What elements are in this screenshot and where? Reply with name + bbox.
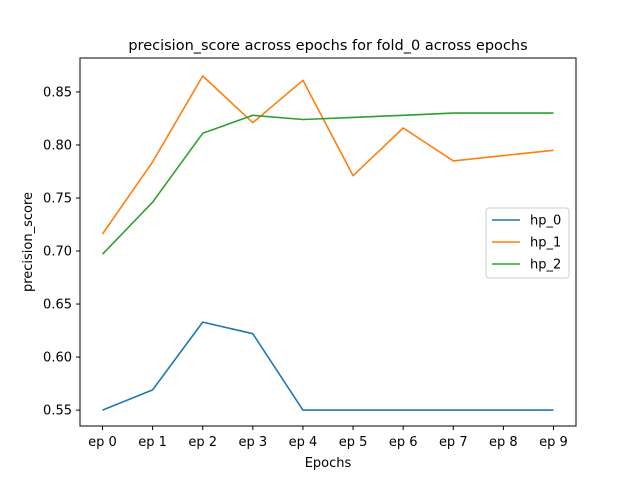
y-tick-label: 0.85	[43, 85, 72, 100]
y-tick-label: 0.65	[43, 298, 72, 313]
x-axis-ticks: ep 0 ep 1 ep 2 ep 3 ep 4 ep 5 ep 6 ep 7 ep 8 ep 9	[88, 426, 568, 450]
series-layer	[101, 75, 554, 411]
legend: hp_0 hp_1 hp_2	[485, 207, 570, 279]
legend-label-hp-0: hp_0	[530, 214, 561, 229]
x-tick-label: ep 9	[539, 435, 568, 450]
x-tick-label: ep 7	[439, 435, 468, 450]
y-axis-ticks: 0.55 0.60 0.65 0.70 0.75 0.80 0.85	[43, 85, 80, 419]
legend-label-hp-1: hp_1	[530, 236, 561, 251]
y-tick-label: 0.70	[43, 245, 72, 260]
x-tick-label: ep 5	[339, 435, 368, 450]
series-line-hp-0	[102, 321, 554, 411]
y-tick-label: 0.80	[43, 138, 72, 153]
legend-box	[485, 207, 570, 279]
y-tick-label: 0.60	[43, 351, 72, 366]
y-tick-label: 0.75	[43, 191, 72, 206]
y-tick-label: 0.55	[43, 404, 72, 419]
x-tick-label: ep 2	[188, 435, 217, 450]
x-tick-label: ep 8	[489, 435, 518, 450]
x-tick-label: ep 0	[88, 435, 117, 450]
series-line-hp-2	[101, 112, 554, 255]
legend-label-hp-2: hp_2	[530, 258, 561, 273]
series-line-hp-1	[101, 75, 554, 235]
x-tick-label: ep 3	[239, 435, 268, 450]
x-tick-label: ep 6	[389, 435, 418, 450]
y-axis-label: precision_score	[21, 192, 36, 292]
x-axis-label: Epochs	[305, 456, 352, 471]
chart-title: precision_score across epochs for fold_0…	[128, 38, 527, 54]
x-tick-label: ep 1	[138, 435, 167, 450]
x-tick-label: ep 4	[289, 435, 318, 450]
plot-frame	[79, 57, 577, 427]
